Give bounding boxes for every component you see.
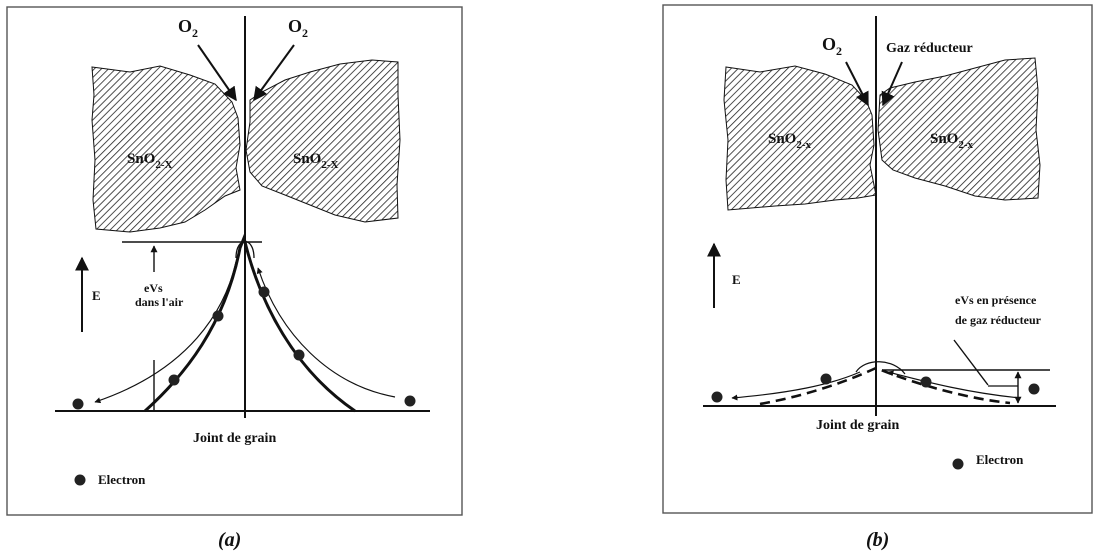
legend-label-a: Electron bbox=[98, 472, 146, 487]
electron-b-3 bbox=[920, 376, 932, 388]
o2-label-left-a: O2 bbox=[178, 16, 198, 40]
panel-b-frame bbox=[662, 4, 1093, 514]
o2-label-right-a: O2 bbox=[288, 16, 308, 40]
barrier-cap-b bbox=[855, 361, 906, 375]
electron-a-4 bbox=[258, 286, 270, 298]
legend-electron-icon-a bbox=[74, 474, 86, 486]
panel-b: O2 Gaz réducteur SnO2-x SnO2-x E eVs en … bbox=[662, 4, 1093, 514]
electron-b-2 bbox=[820, 373, 832, 385]
electron-a-1 bbox=[72, 398, 84, 410]
panel-a: O2 O2 SnO2-X SnO2-X E eVs dans l'air Joi… bbox=[6, 6, 463, 516]
electron-a-6 bbox=[404, 395, 416, 407]
grain-label-left-b: SnO2-x bbox=[768, 131, 812, 151]
electron-path-left-b bbox=[731, 371, 861, 401]
o2-arrow-left-a bbox=[197, 44, 237, 102]
barrier-cap-a bbox=[235, 240, 255, 259]
grain-right-b bbox=[877, 57, 1041, 201]
barrier-curve-b bbox=[759, 366, 1011, 406]
electron-a-2 bbox=[168, 374, 180, 386]
reducing-gas-arrow-b bbox=[881, 61, 903, 107]
electron-path-right-a bbox=[256, 267, 396, 398]
grain-label-left-a: SnO2-X bbox=[127, 151, 173, 171]
electron-path-right-b bbox=[887, 370, 1021, 399]
reducing-gas-label-b: Gaz réducteur bbox=[886, 41, 973, 56]
caption-b: (b) bbox=[866, 529, 889, 551]
o2-label-b: O2 bbox=[822, 34, 842, 58]
legend-label-b: Electron bbox=[976, 452, 1024, 467]
barrier-label-line2-b: de gaz réducteur bbox=[955, 313, 1042, 327]
o2-arrow-right-a bbox=[253, 44, 295, 102]
o2-arrow-b bbox=[845, 61, 869, 107]
electron-path-left-a bbox=[94, 261, 237, 404]
grain-label-right-b: SnO2-x bbox=[930, 131, 974, 151]
barrier-label-line1-a: eVs bbox=[144, 281, 163, 295]
barrier-label-line1-b: eVs en présence bbox=[955, 293, 1037, 307]
boundary-label-b: Joint de grain bbox=[816, 418, 899, 433]
energy-axis-label-b: E bbox=[732, 272, 741, 287]
barrier-label-line2-a: dans l'air bbox=[135, 295, 184, 309]
caption-a: (a) bbox=[218, 529, 241, 551]
panel-a-frame bbox=[6, 6, 463, 516]
energy-axis-label-a: E bbox=[92, 288, 101, 303]
grain-label-right-a: SnO2-X bbox=[293, 151, 339, 171]
grain-left-b bbox=[723, 65, 877, 211]
electron-b-1 bbox=[711, 391, 723, 403]
electron-b-4 bbox=[1028, 383, 1040, 395]
boundary-label-a: Joint de grain bbox=[193, 431, 276, 446]
barrier-label-leader-b bbox=[953, 339, 989, 386]
electron-a-3 bbox=[212, 310, 224, 322]
barrier-curve-a bbox=[143, 233, 356, 413]
grain-left-a bbox=[91, 65, 241, 233]
electron-a-5 bbox=[293, 349, 305, 361]
legend-electron-icon-b bbox=[952, 458, 964, 470]
grain-right-a bbox=[245, 59, 401, 223]
